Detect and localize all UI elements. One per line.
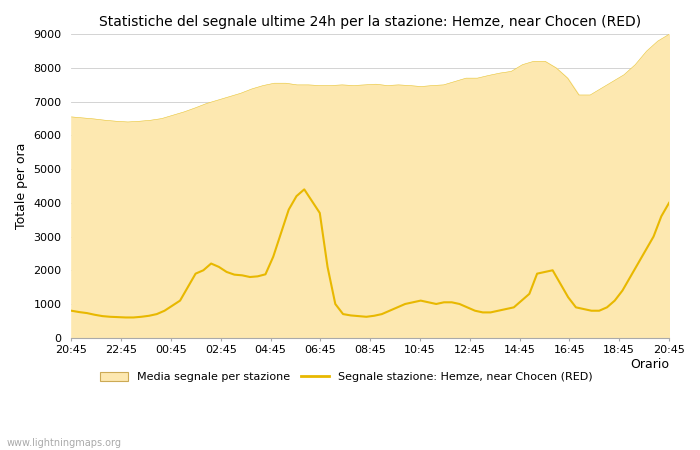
Text: www.lightningmaps.org: www.lightningmaps.org bbox=[7, 438, 122, 448]
Y-axis label: Totale per ora: Totale per ora bbox=[15, 143, 28, 229]
X-axis label: Orario: Orario bbox=[630, 358, 669, 371]
Legend: Media segnale per stazione, Segnale stazione: Hemze, near Chocen (RED): Media segnale per stazione, Segnale staz… bbox=[96, 367, 597, 387]
Title: Statistiche del segnale ultime 24h per la stazione: Hemze, near Chocen (RED): Statistiche del segnale ultime 24h per l… bbox=[99, 15, 641, 29]
